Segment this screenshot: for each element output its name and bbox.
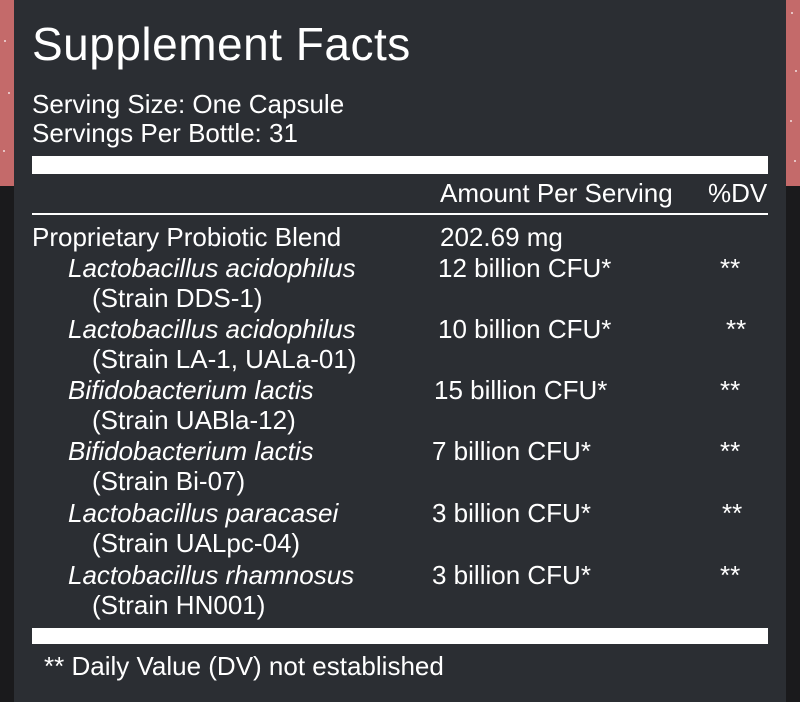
ingredient-name: Lactobacillus paracasei bbox=[68, 498, 339, 528]
ingredient-strain: (Strain UABla-12) bbox=[92, 405, 296, 435]
serving-size: Serving Size: One Capsule bbox=[32, 89, 345, 119]
decor-speck bbox=[791, 12, 793, 14]
panel-title: Supplement Facts bbox=[32, 18, 411, 70]
ingredient-amount: 15 billion CFU* bbox=[434, 375, 608, 405]
servings-per-bottle: Servings Per Bottle: 31 bbox=[32, 118, 298, 148]
ingredient-dv: ** bbox=[720, 436, 741, 466]
ingredient-dv: ** bbox=[726, 314, 747, 344]
amount-per-serving-header: Amount Per Serving bbox=[440, 178, 673, 208]
ingredient-amount: 3 billion CFU* bbox=[432, 560, 591, 590]
ingredient-name: Lactobacillus rhamnosus bbox=[68, 560, 355, 590]
daily-value-header: %DV bbox=[708, 178, 768, 208]
ingredient-dv: ** bbox=[720, 253, 741, 283]
ingredient-amount: 3 billion CFU* bbox=[432, 498, 591, 528]
ingredient-amount: 12 billion CFU* bbox=[438, 253, 612, 283]
decor-speck bbox=[3, 150, 5, 152]
daily-value-footnote: ** Daily Value (DV) not established bbox=[44, 651, 444, 681]
ingredient-dv: ** bbox=[720, 560, 741, 590]
ingredient-strain: (Strain Bi-07) bbox=[92, 466, 246, 496]
ingredient-name: Bifidobacterium lactis bbox=[68, 436, 314, 466]
ingredient-name: Lactobacillus acidophilus bbox=[68, 253, 356, 283]
decor-speck bbox=[790, 120, 792, 122]
ingredient-strain: (Strain UALpc-04) bbox=[92, 528, 301, 558]
blend-amount: 202.69 mg bbox=[440, 222, 563, 252]
ingredient-strain: (Strain LA-1, UALa-01) bbox=[92, 344, 357, 374]
decor-speck bbox=[4, 40, 6, 42]
ingredient-strain: (Strain DDS-1) bbox=[92, 283, 263, 313]
ingredient-amount: 10 billion CFU* bbox=[438, 314, 612, 344]
ingredient-dv: ** bbox=[722, 498, 743, 528]
decor-speck bbox=[794, 160, 796, 162]
ingredient-amount: 7 billion CFU* bbox=[432, 436, 591, 466]
ingredient-name: Bifidobacterium lactis bbox=[68, 375, 314, 405]
ingredient-name: Lactobacillus acidophilus bbox=[68, 314, 356, 344]
header-divider bbox=[32, 213, 768, 215]
ingredient-strain: (Strain HN001) bbox=[92, 590, 266, 620]
thick-divider bbox=[32, 156, 768, 174]
blend-name: Proprietary Probiotic Blend bbox=[32, 222, 342, 252]
decor-speck bbox=[8, 92, 10, 94]
bottom-divider bbox=[32, 628, 768, 644]
supplement-facts-panel bbox=[14, 0, 786, 702]
decor-speck bbox=[795, 70, 797, 72]
ingredient-dv: ** bbox=[720, 375, 741, 405]
